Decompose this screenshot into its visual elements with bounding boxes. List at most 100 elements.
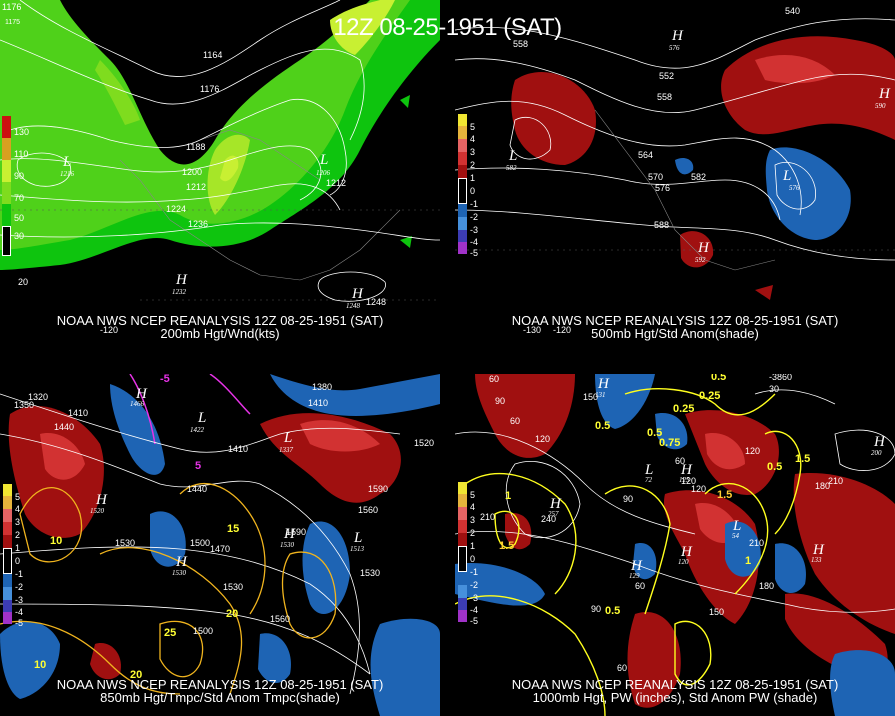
colorbar-label: 1: [470, 173, 476, 183]
contour-label: 576: [655, 183, 670, 193]
colorbar-swatch: [3, 600, 12, 612]
contour-label: 1380: [312, 382, 332, 392]
high-centre: H: [680, 544, 693, 560]
contour-label: 1500: [190, 538, 210, 548]
colorbar-label: 2: [15, 530, 21, 540]
caption-source: NOAA NWS NCEP REANALYSIS 12Z 08-25-1951 …: [56, 677, 384, 692]
colorbar-label: -5: [15, 618, 24, 628]
contour-label: 120: [681, 476, 696, 486]
high-centre: H: [697, 240, 710, 256]
contour-label: 582: [691, 172, 706, 182]
high-centre: H: [873, 434, 886, 450]
pw-label: 1.5: [717, 489, 732, 501]
contour-label: 1164: [203, 50, 222, 60]
caption-variable: 500mb Hgt/Std Anom(shade): [591, 326, 759, 341]
contour-label: -3860: [769, 374, 792, 382]
pw-label: 1.5: [795, 453, 810, 465]
centre-value: 257: [548, 510, 559, 518]
temp-label: 10: [50, 535, 62, 547]
contour-label: 90: [623, 494, 633, 504]
colorbar-500mb: 5 4 3 2 1 0 -1 -2 -3 -4 -5: [458, 114, 482, 258]
contour-label: 1175: [5, 19, 20, 26]
colorbar-swatch: [3, 587, 12, 600]
temp-label: 20: [226, 608, 238, 620]
colorbar-swatch: [458, 114, 467, 126]
colorbar-label: 2: [470, 160, 476, 170]
low-centre: L: [353, 530, 362, 546]
contour-label: 180: [759, 581, 774, 591]
contour-label: 1560: [358, 505, 378, 515]
contour-label: 1200: [182, 167, 202, 177]
colorbar-swatch: [2, 116, 11, 138]
colorbar-label: 110: [14, 149, 29, 159]
contour-label: 210: [749, 538, 764, 548]
caption-variable: 1000mb Hgt, PW (inches), Std Anom PW (sh…: [532, 690, 818, 705]
caption-source: NOAA NWS NCEP REANALYSIS 12Z 08-25-1951 …: [511, 313, 839, 328]
pw-label: 1.5: [499, 540, 514, 552]
colorbar-label: -5: [470, 616, 479, 626]
colorbar-label: -3: [470, 225, 479, 235]
centre-value: 1530: [172, 569, 187, 577]
contour-label: 120: [691, 484, 706, 494]
contour-label: 60: [510, 416, 520, 426]
contour-label: 1212: [326, 178, 346, 188]
colorbar-label: 30: [14, 231, 25, 241]
colorbar-swatch: [458, 165, 467, 178]
centre-value: 1422: [190, 426, 205, 434]
contour-label: 1500: [193, 626, 213, 636]
colorbar-swatch: [3, 612, 12, 624]
temp-label: 20: [130, 669, 142, 681]
contour-label: 180: [815, 481, 830, 491]
colorbar-swatch: [2, 160, 11, 182]
colorbar-swatch: [458, 585, 467, 598]
panel-500mb: 540 558 552 558 564 570 576 582 588 -130…: [455, 0, 895, 342]
colorbar-swatch: [3, 574, 12, 587]
colorbar-swatch: [458, 494, 467, 507]
colorbar-label: 5: [15, 492, 21, 502]
contour-label: -130: [523, 325, 541, 335]
colorbar-label: -3: [15, 595, 24, 605]
colorbar-swatch: [3, 522, 12, 535]
high-centre: H: [351, 286, 364, 302]
colorbar-swatch: [3, 535, 12, 548]
caption-source: NOAA NWS NCEP REANALYSIS 12Z 08-25-1951 …: [511, 677, 839, 692]
pw-label: 0.25: [673, 403, 694, 415]
high-centre: H: [283, 526, 296, 542]
colorbar-swatch: [458, 230, 467, 242]
colorbar-label: 0: [470, 554, 476, 564]
contour-label: 120: [745, 446, 760, 456]
contour-label: 552: [659, 71, 674, 81]
contour-label: 1350: [14, 400, 34, 410]
high-centre: H: [175, 272, 188, 288]
colorbar-label: -3: [470, 593, 479, 603]
low-centre: L: [508, 148, 517, 164]
colorbar-swatch: [458, 507, 467, 520]
centre-value: 120: [678, 558, 689, 566]
contour-label: 1590: [368, 484, 388, 494]
contour-label: 1440: [54, 422, 74, 432]
high-centre: H: [630, 558, 643, 574]
colorbar-label: 3: [470, 147, 476, 157]
contour-label: 60: [635, 581, 645, 591]
contour-label: 90: [495, 396, 505, 406]
centre-value: 133: [811, 556, 822, 564]
contour-label: 1410: [228, 444, 248, 454]
colorbar-label: -2: [15, 582, 24, 592]
colorbar-swatch: [458, 139, 467, 152]
colorbar-label: 4: [470, 502, 476, 512]
high-centre: H: [597, 376, 610, 392]
colorbar-swatch: [3, 484, 12, 496]
contour-label: 1224: [166, 204, 186, 214]
panel-200mb: 1176 1175 1164 1176 1188 1200 1212 1224 …: [0, 0, 440, 342]
high-centre: H: [95, 492, 108, 508]
contour-label: 564: [638, 150, 653, 160]
colorbar-label: 3: [15, 517, 21, 527]
contour-label: 210: [480, 512, 495, 522]
colorbar-swatch: [3, 496, 12, 509]
colorbar-swatch: [458, 178, 467, 204]
map-1000mb: 60 90 60 120 150 210 240 90 120 0.5 0.25…: [455, 374, 895, 716]
colorbar-swatch: [458, 610, 467, 622]
centre-value: 200: [871, 449, 882, 457]
colorbar-swatch: [2, 138, 11, 160]
